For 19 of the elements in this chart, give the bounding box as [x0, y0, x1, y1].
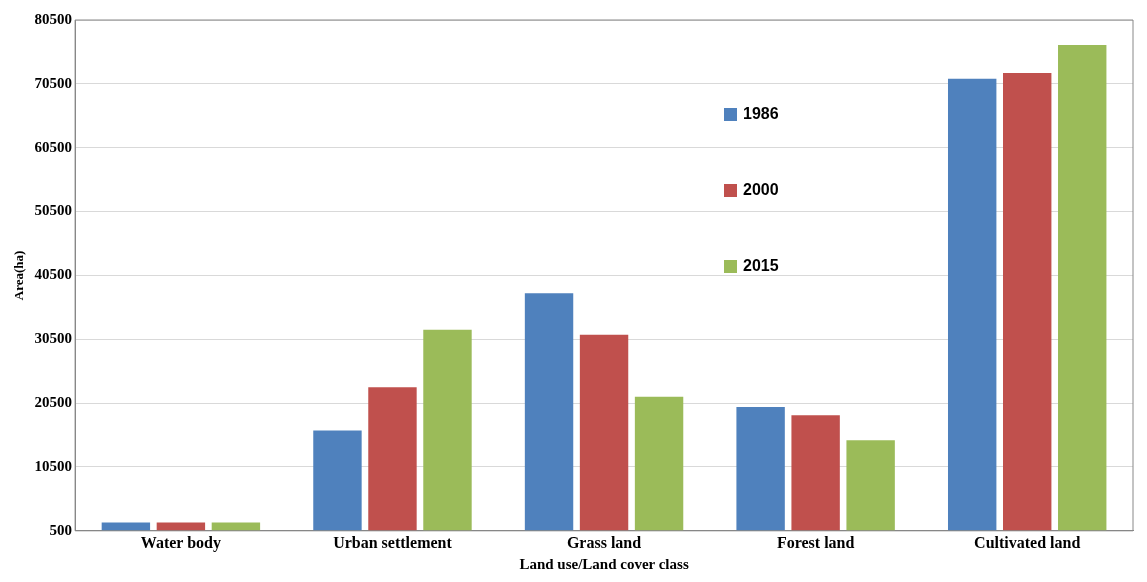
x-axis-title: Land use/Land cover class [519, 555, 689, 572]
y-tick-label: 70500 [34, 74, 73, 91]
legend-label: 2000 [743, 181, 779, 199]
x-tick-label: Grass land [566, 533, 642, 551]
x-tick-label: Forest land [776, 533, 855, 551]
y-axis-title: Area(ha) [11, 250, 27, 301]
y-tick-label: 500 [49, 521, 73, 538]
y-tick-label: 50500 [34, 202, 73, 219]
y-tick-label: 40500 [34, 266, 73, 283]
legend-label: 2015 [743, 257, 779, 275]
y-tick-label: 60500 [34, 138, 73, 155]
y-tick-label: 30500 [34, 330, 73, 347]
x-tick-label: Cultivated land [974, 533, 1081, 551]
y-tick-label: 80500 [34, 10, 73, 27]
y-tick-label: 20500 [34, 393, 73, 410]
legend-label: 1986 [743, 105, 779, 123]
x-tick-label: Water body [140, 533, 221, 552]
x-tick-label: Urban settlement [333, 533, 453, 551]
y-tick-label: 10500 [34, 457, 73, 474]
